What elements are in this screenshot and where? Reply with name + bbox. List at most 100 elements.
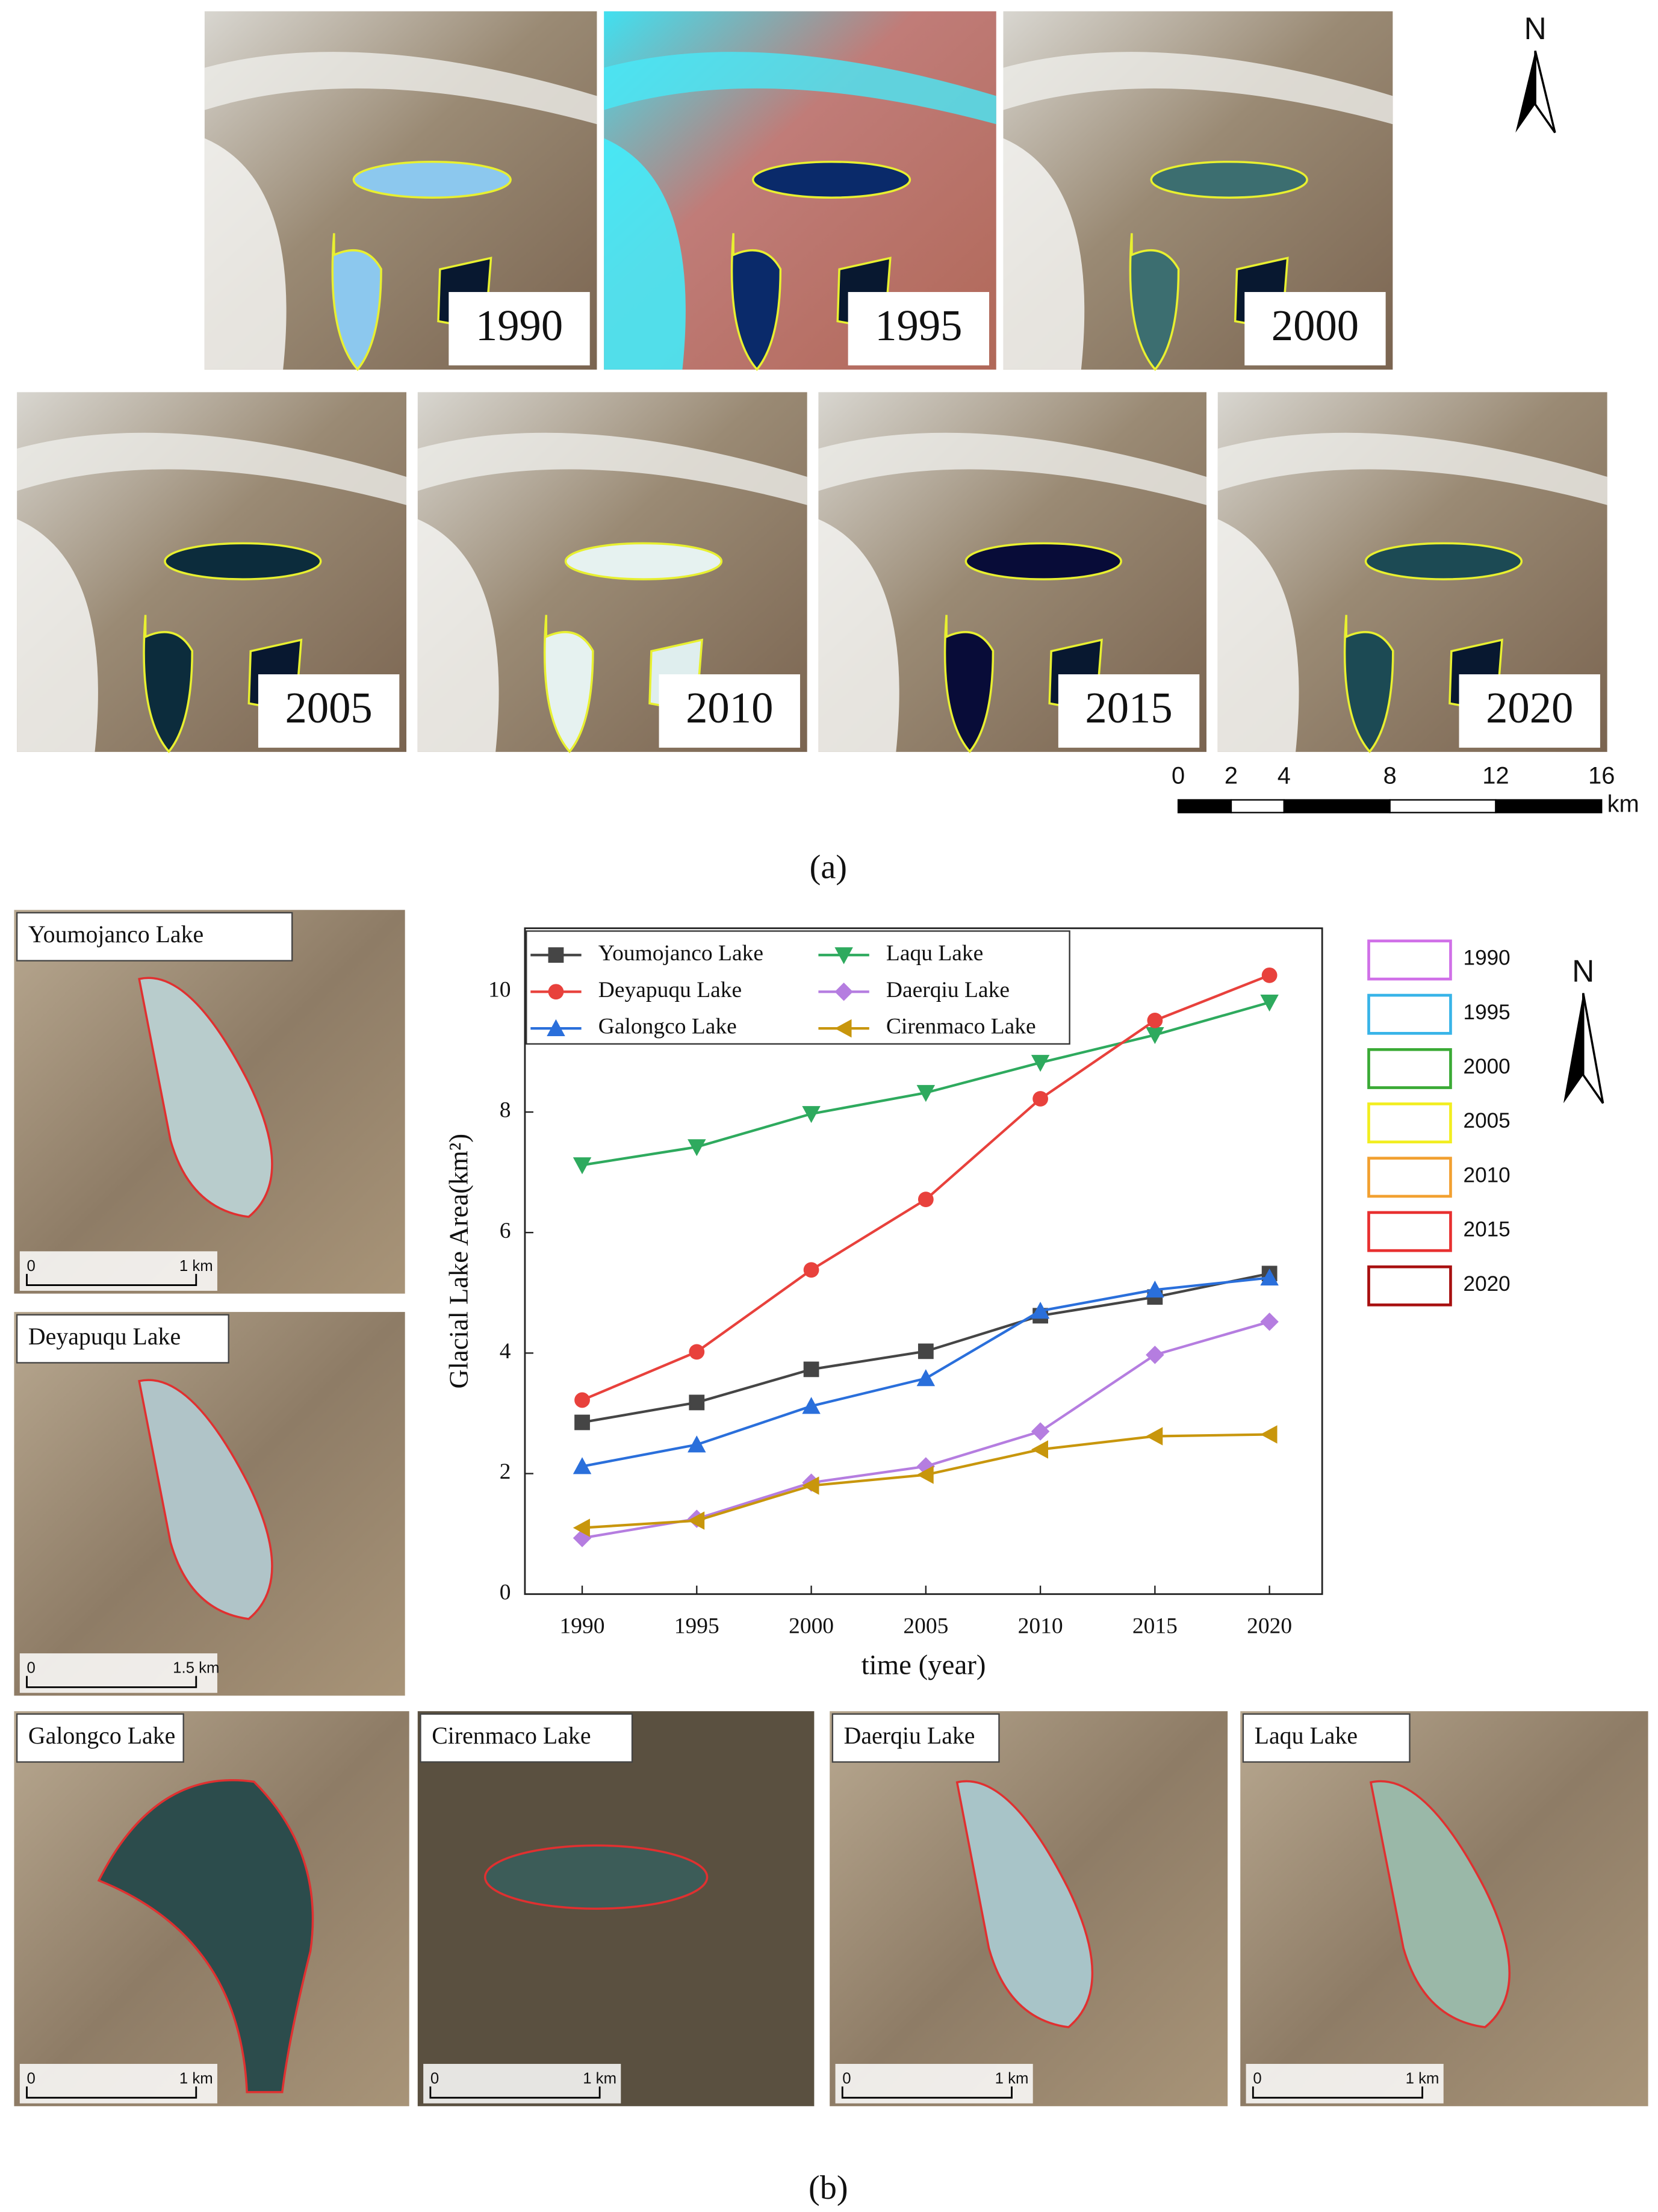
marker: [917, 1191, 934, 1208]
scale-tick-label: 0: [1172, 763, 1185, 789]
x-tick-label: 2015: [1132, 1614, 1178, 1639]
snow: [17, 519, 98, 752]
year-legend-swatch: [1367, 939, 1452, 981]
marker: [1260, 1269, 1279, 1286]
marker: [688, 1435, 706, 1453]
snow: [604, 138, 686, 370]
scale-label: 1 km: [179, 2071, 213, 2087]
scale-bar: [26, 1273, 197, 1286]
scale-tick-label: 2: [1225, 763, 1238, 789]
scale-label: 1 km: [179, 1258, 213, 1275]
year-legend-swatch: [1367, 1157, 1452, 1198]
scale-label: 1 km: [995, 2071, 1029, 2087]
year-label-box: [1459, 674, 1600, 748]
year-legend-label: 1990: [1464, 946, 1511, 970]
scale-zero: 0: [27, 1660, 36, 1677]
x-tick-label: 2020: [1247, 1614, 1292, 1639]
scale-zero: 0: [27, 1258, 36, 1275]
marker: [1031, 1302, 1050, 1319]
lake: [730, 233, 782, 371]
scale-label: 1.5 km: [173, 1660, 219, 1677]
legend-marker: [547, 1019, 565, 1037]
lake-title-box: [831, 1713, 1000, 1763]
x-tick-label: 2000: [789, 1614, 834, 1639]
marker: [1260, 1313, 1279, 1331]
year-legend-label: 2005: [1464, 1109, 1511, 1132]
scale-tick-label: 8: [1383, 763, 1397, 789]
year-legend-label: 2020: [1464, 1272, 1511, 1296]
marker: [573, 1157, 592, 1175]
lake-outline: [138, 977, 273, 1219]
lake: [1129, 233, 1180, 371]
marker: [1146, 1281, 1164, 1298]
lake-title-box: [16, 912, 293, 962]
marker: [574, 1392, 590, 1408]
x-tick-label: 1995: [674, 1614, 719, 1639]
lake-title: Laqu Lake: [1255, 1723, 1358, 1749]
year-legend-swatch: [1367, 1265, 1452, 1306]
marker: [1146, 1346, 1164, 1364]
year-label-box: [659, 674, 800, 748]
marker: [1031, 1055, 1050, 1072]
glacier: [604, 52, 996, 125]
caption: (a): [810, 849, 847, 886]
year-legend-label: 2010: [1464, 1163, 1511, 1187]
year-label: 1990: [476, 301, 563, 350]
lake-title: Cirenmaco Lake: [432, 1723, 591, 1749]
legend-label: Cirenmaco Lake: [886, 1014, 1036, 1039]
scale-bg: [835, 2063, 1033, 2104]
year-label: 2015: [1085, 683, 1172, 732]
marker: [1260, 1425, 1278, 1444]
marker: [802, 1476, 819, 1495]
north-arrow: [1563, 993, 1583, 1104]
legend-marker: [834, 947, 853, 965]
scale-tick-label: 12: [1482, 763, 1509, 789]
year-label-box: [258, 674, 400, 748]
snow: [1003, 138, 1085, 370]
year-legend-label: 1995: [1464, 1001, 1511, 1024]
snow: [204, 138, 287, 370]
year-label: 2020: [1486, 683, 1573, 732]
north-arrow: [1534, 50, 1556, 134]
scale-bar: [26, 2086, 197, 2099]
x-axis-title: time (year): [862, 1649, 986, 1680]
legend-label: Laqu Lake: [886, 941, 983, 966]
lake: [1364, 542, 1523, 580]
marker: [1260, 994, 1279, 1012]
scale-zero: 0: [1253, 2071, 1261, 2087]
snow: [818, 519, 899, 752]
marker: [802, 1106, 821, 1123]
lake: [943, 615, 995, 754]
lake-title-box: [16, 1713, 184, 1763]
glacier: [1003, 52, 1393, 125]
year-label: 2000: [1271, 301, 1359, 350]
y-axis-title: Glacial Lake Area(km²): [444, 1134, 474, 1389]
year-label: 2010: [686, 683, 773, 732]
glacier: [204, 52, 597, 125]
lake-outline: [483, 1844, 709, 1910]
x-tick-label: 1990: [560, 1614, 605, 1639]
legend-marker: [834, 1019, 852, 1038]
lake: [964, 542, 1122, 580]
year-legend-label: 2015: [1464, 1218, 1511, 1241]
legend-marker: [548, 947, 564, 963]
scale-bg: [1246, 2063, 1444, 2104]
marker: [573, 1457, 592, 1474]
scale-bar: [841, 2086, 1013, 2099]
marker: [916, 1465, 934, 1484]
lake-title: Deyapuqu Lake: [28, 1323, 181, 1350]
y-tick-label: 2: [500, 1459, 511, 1484]
marker: [1032, 1091, 1049, 1107]
marker: [689, 1394, 705, 1411]
scale-segment: [1283, 799, 1391, 813]
year-legend-swatch: [1367, 993, 1452, 1035]
scale-zero: 0: [27, 2071, 36, 2087]
lake: [143, 615, 193, 754]
lake-title-box: [16, 1314, 229, 1364]
north-label: N: [1524, 11, 1546, 46]
caption: (b): [809, 2169, 848, 2207]
marker: [917, 1343, 934, 1359]
legend-label: Daerqiu Lake: [886, 978, 1010, 1002]
scale-label: 1 km: [583, 2071, 616, 2087]
year-label-box: [848, 292, 990, 365]
